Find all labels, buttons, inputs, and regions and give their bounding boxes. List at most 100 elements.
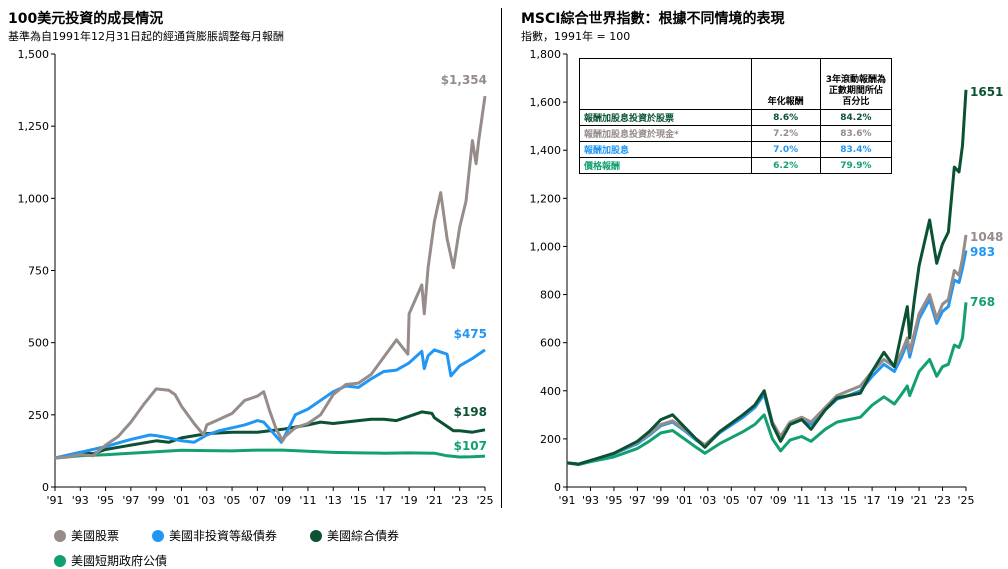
x-tick-label: '05 [723,494,740,507]
x-tick-label: '15 [350,494,367,507]
x-tick-label: '97 [629,494,646,507]
x-tick-label: '25 [476,494,493,507]
legend-swatch [310,529,322,542]
x-tick-label: '21 [426,494,443,507]
returns-table: 年化報酬 3年滾動報酬為正數期間所佔百分比 報酬加股息投資於股票 8.6% 84… [579,58,893,174]
y-tick-label: 1,500 [18,48,50,61]
x-tick-label: '01 [676,494,693,507]
legend-label: 美國股票 [71,529,120,543]
x-tick-label: '17 [864,494,881,507]
table-header-blank [579,58,752,110]
series-line [54,410,486,460]
left-chart-title: 100美元投資的成長情況 [8,11,164,27]
left-line-chart: 0 250 500 750 1,000 1,250 1,500 '91 '93 '95 '97 '99… [18,48,494,507]
y-tick-label: 200 [540,433,561,446]
table-row-annual: 6.2% [750,157,821,174]
x-tick-label: '23 [934,494,951,507]
y-tick-label: 1,400 [530,144,562,157]
x-tick-label: '09 [274,494,291,507]
legend-swatch [54,529,66,542]
series-line [54,448,486,460]
series-line [566,250,968,466]
right-chart-title: MSCI綜合世界指數：根據不同情境的表現 [521,11,785,27]
x-tick-label: '93 [72,494,89,507]
table-row-pct: 83.6% [819,125,893,142]
y-tick-label: 1,800 [530,48,562,61]
x-tick-label: '07 [746,494,763,507]
series-end-label: 768 [970,295,995,309]
table-row-annual: 8.6% [750,109,821,126]
table-row: 價格報酬 6.2% 79.9% [579,157,893,174]
right-line-chart: 0 200 400 600 800 1,000 1,200 1,400 1,600 1,800 '9… [530,48,1004,507]
legend-swatch [54,554,66,567]
legend-label: 美國非投資等級債券 [169,529,278,543]
table-row-pct: 84.2% [819,109,893,126]
y-tick-label: 0 [42,481,49,494]
legend-item-us-short-treasury: 美國短期政府公債 [54,552,167,569]
x-tick-label: '11 [793,494,810,507]
table-row-label: 報酬加股息投資於現金* [579,125,752,142]
table-row: 報酬加股息投資於現金* 7.2% 83.6% [579,125,893,142]
legend-label: 美國綜合債券 [327,529,400,543]
series-line [566,234,968,466]
x-tick-label: '03 [198,494,215,507]
y-tick-label: 800 [540,289,561,302]
table-header-pct: 3年滾動報酬為正數期間所佔百分比 [819,58,893,110]
table-row-label: 價格報酬 [579,157,752,174]
x-tick-label: '95 [605,494,622,507]
x-tick-label: '91 [558,494,575,507]
y-tick-label: 1,000 [530,240,562,253]
y-tick-label: 250 [28,409,49,422]
y-tick-label: 750 [28,265,49,278]
table-row: 報酬加股息 7.0% 83.4% [579,141,893,158]
x-tick-label: '95 [97,494,114,507]
x-tick-label: '15 [840,494,857,507]
x-tick-label: '11 [299,494,316,507]
x-tick-label: '09 [770,494,787,507]
x-tick-label: '13 [817,494,834,507]
x-tick-label: '03 [699,494,716,507]
series-line [566,302,968,467]
legend-item-us-equities: 美國股票 [54,527,119,544]
y-tick-label: 500 [28,337,49,350]
x-tick-label: '99 [652,494,669,507]
table-row-pct: 79.9% [819,157,893,174]
legend-swatch [152,529,164,542]
series-end-label: $1,354 [441,73,487,87]
series-line [54,348,486,460]
series-end-label: $475 [454,327,487,341]
y-tick-label: 0 [554,481,561,494]
table-row: 報酬加股息投資於股票 8.6% 84.2% [579,109,893,126]
table-row-pct: 83.4% [819,141,893,158]
table-header-annual: 年化報酬 [750,58,821,110]
y-tick-label: 600 [540,337,561,350]
series-end-label: $198 [454,405,487,419]
x-tick-label: '19 [887,494,904,507]
legend-label: 美國短期政府公債 [71,554,168,568]
x-tick-label: '07 [249,494,266,507]
series-end-label: $107 [454,439,487,453]
table-row-annual: 7.2% [750,125,821,142]
x-tick-label: '93 [582,494,599,507]
y-tick-label: 1,600 [530,96,562,109]
table-row-label: 報酬加股息 [579,141,752,158]
table-row-label: 報酬加股息投資於股票 [579,109,752,126]
x-tick-label: '19 [401,494,418,507]
table-row-annual: 7.0% [750,141,821,158]
x-tick-label: '21 [911,494,928,507]
x-tick-label: '91 [46,494,63,507]
series-end-label: 983 [970,245,995,259]
right-chart-subtitle: 指數，1991年 = 100 [521,30,631,43]
x-tick-label: '01 [173,494,190,507]
series-end-label: 1651 [970,85,1003,99]
x-tick-label: '99 [148,494,165,507]
x-tick-label: '17 [375,494,392,507]
x-tick-label: '97 [122,494,139,507]
y-tick-label: 1,000 [18,192,50,205]
x-tick-label: '05 [224,494,241,507]
left-chart-subtitle: 基準為自1991年12月31日起的經通貨膨脹調整每月報酬 [8,30,284,43]
x-tick-label: '23 [451,494,468,507]
panel-divider [501,8,502,508]
table-header-row: 年化報酬 3年滾動報酬為正數期間所佔百分比 [579,58,893,110]
legend-item-us-high-yield: 美國非投資等級債券 [152,527,277,544]
